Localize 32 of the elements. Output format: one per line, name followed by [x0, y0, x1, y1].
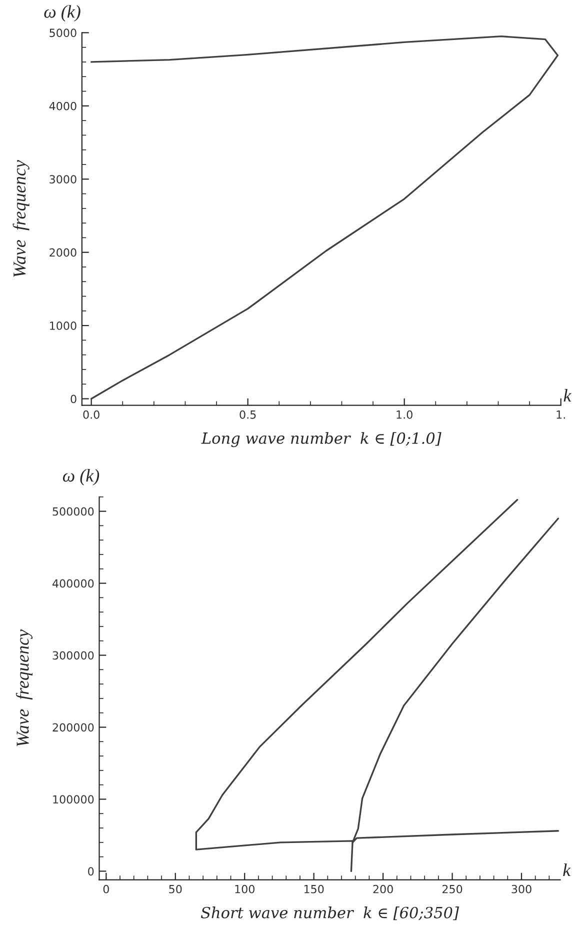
x-tick-label: 200 — [373, 884, 393, 894]
x-tick-label: 0 — [103, 884, 109, 894]
y-tick-label: 300000 — [52, 651, 94, 660]
y-axis-title: Wave frequency — [12, 160, 30, 277]
y-tick-label: 0 — [70, 394, 76, 404]
x-tick-label: 0.0 — [83, 410, 100, 419]
x-tick-label: 250 — [442, 884, 462, 894]
y-tick-label: 200000 — [52, 723, 94, 732]
x-tick-label: 300 — [512, 884, 532, 894]
x-axis-title: Short wave number k ∈ [60;350] — [200, 906, 460, 920]
y-axis-title: Wave frequency — [16, 629, 33, 746]
y-tick-label: 400000 — [52, 579, 94, 588]
x-tick-label: 1. — [556, 410, 565, 419]
x-tick-label: 0.5 — [240, 410, 256, 419]
line-series — [90, 36, 559, 400]
x-axis-title: Long wave number k ∈ [0;1.0] — [201, 432, 442, 448]
x-tick-label: 100 — [235, 884, 254, 894]
text: k — [563, 863, 571, 876]
x-tick-label: 50 — [169, 884, 182, 894]
y-tick-label: 0 — [88, 867, 94, 876]
y-tick-label: 1000 — [50, 322, 76, 330]
y-tick-label: 4000 — [49, 102, 76, 110]
y-tick-label: 100000 — [53, 795, 94, 804]
y-tick-label: 2000 — [50, 248, 76, 257]
x-tick-label: 1.0 — [396, 410, 412, 419]
x-tick-label: 150 — [304, 884, 324, 894]
y-tick-label: 500000 — [52, 507, 94, 516]
y-tick-label: 5000 — [50, 28, 76, 38]
text: ω (k) — [44, 5, 80, 22]
y-tick-label: 3000 — [50, 175, 76, 184]
text: ω (k) — [62, 469, 100, 486]
text: k — [564, 388, 572, 402]
